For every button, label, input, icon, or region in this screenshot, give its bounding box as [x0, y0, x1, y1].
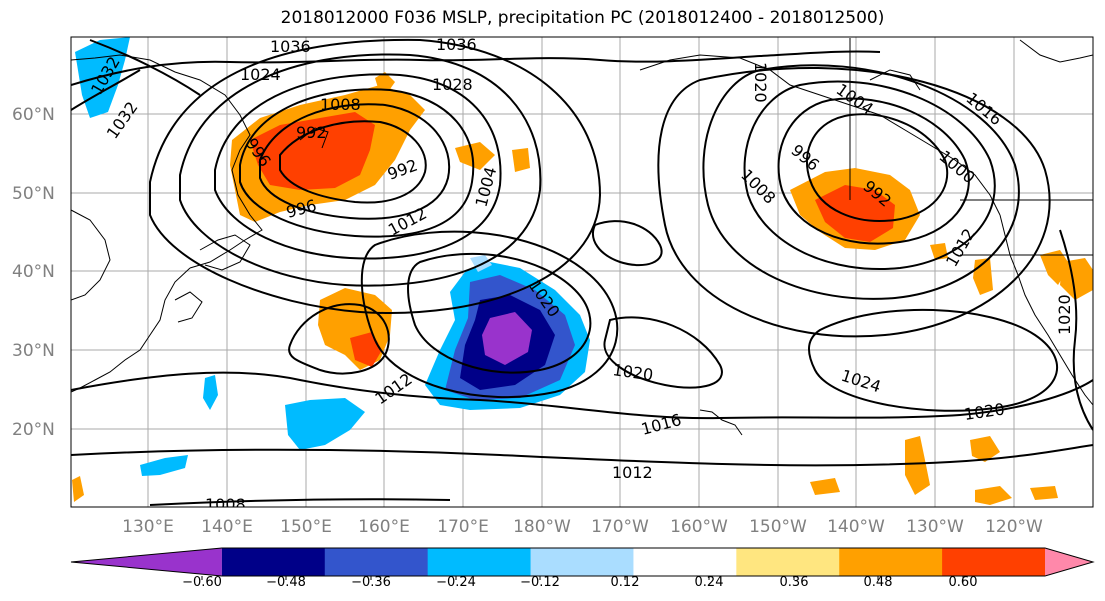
colorbar-segments [70, 547, 1095, 577]
lon-label: 170°W [591, 517, 649, 537]
lon-label: 180°W [513, 517, 571, 537]
colorbar-outline [70, 547, 1095, 577]
lat-label: 60°N [12, 105, 55, 125]
lon-label: 140°E [201, 517, 253, 537]
lon-label: 130°E [122, 517, 174, 537]
lat-label: 20°N [12, 420, 55, 440]
isobar-label: 1012 [612, 463, 653, 482]
colorbar-segment [839, 548, 943, 576]
colorbar-segment [71, 548, 222, 576]
colorbar-segment [221, 548, 326, 576]
colorbar-segment [736, 548, 840, 576]
isobar-label: 1036 [270, 37, 311, 56]
colorbar-tick-labels: −0.60 −0.48 −0.36 −0.24 −0.12 0.12 0.24 … [182, 575, 977, 590]
colorbar-segment [633, 548, 737, 576]
colorbar-tick-label: 0.48 [864, 575, 893, 590]
colorbar-segment [324, 548, 429, 576]
isobar-label: 1024 [240, 65, 281, 84]
lat-label: 50°N [12, 184, 55, 204]
colorbar-segment [942, 548, 1046, 576]
longitude-labels: 130°E 140°E 150°E 160°E 170°E 180°W 170°… [122, 517, 1043, 537]
lon-label: 170°E [437, 517, 489, 537]
lon-label: 160°W [670, 517, 728, 537]
latitude-labels: 60°N 50°N 40°N 30°N 20°N [12, 105, 55, 440]
precip-positive-shading [72, 72, 1093, 505]
colorbar-tick-label: −0.24 [436, 575, 476, 590]
colorbar-segment [530, 548, 634, 576]
colorbar-tick-label: 0.60 [949, 575, 978, 590]
isobar-label: 1008 [205, 495, 246, 514]
colorbar-tick-label: −0.48 [266, 575, 306, 590]
colorbar-tick-label: 0.12 [611, 575, 640, 590]
lon-label: 150°E [280, 517, 332, 537]
map-frame [70, 36, 1094, 508]
isobar-label: 1036 [436, 35, 477, 54]
colorbar-ticks [201, 576, 964, 580]
lat-label: 30°N [12, 341, 55, 361]
colorbar-tick-label: 0.36 [780, 575, 809, 590]
lon-label: 160°E [358, 517, 410, 537]
isobar-label: 1028 [432, 75, 473, 94]
colorbar-tick-label: −0.36 [351, 575, 391, 590]
lon-label: 150°W [749, 517, 807, 537]
colorbar-segment [427, 548, 532, 576]
isobar-label: 1020 [1055, 294, 1074, 335]
isobar-label: 1020 [751, 62, 770, 103]
colorbar-tick-label: −0.12 [520, 575, 560, 590]
lon-label: 120°W [985, 517, 1043, 537]
lon-label: 140°W [827, 517, 885, 537]
map-title: 2018012000 F036 MSLP, precipitation PC (… [280, 8, 885, 28]
colorbar-segment [1045, 548, 1093, 576]
lon-label: 130°W [906, 517, 964, 537]
isobar-label: 992 [296, 123, 327, 142]
isobar-label: 1008 [320, 95, 361, 114]
colorbar-tick-label: −0.60 [182, 575, 222, 590]
isobars [71, 38, 1093, 506]
lat-label: 40°N [12, 262, 55, 282]
colorbar-tick-label: 0.24 [695, 575, 724, 590]
colorbar: −0.60 −0.48 −0.36 −0.24 −0.12 0.12 0.24 … [70, 547, 1095, 590]
